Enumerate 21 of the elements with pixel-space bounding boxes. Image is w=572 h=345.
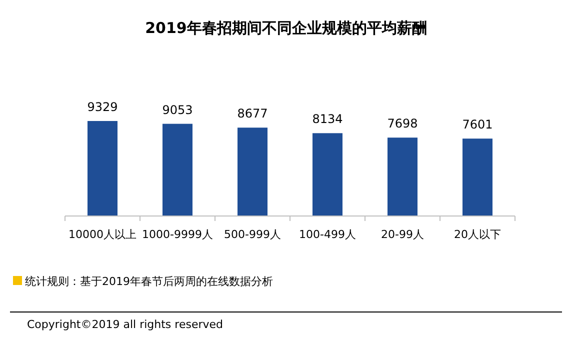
data-label: 8134 <box>312 112 343 126</box>
x-tick-label: 1000-9999人 <box>142 228 213 241</box>
data-label: 7601 <box>462 118 493 132</box>
x-tick-label: 500-999人 <box>224 228 281 241</box>
data-label: 9053 <box>162 102 193 117</box>
bar <box>88 121 118 216</box>
text: Copyright©2019 all rights reserved <box>27 318 223 331</box>
x-tick-label: 20人以下 <box>454 228 501 241</box>
text: 统计规则：基于2019年春节后两周的在线数据分析 <box>25 275 273 288</box>
chart-title: 2019年春招期间不同企业规模的平均薪酬 <box>145 19 427 37</box>
bar <box>162 124 192 216</box>
bar <box>238 128 268 216</box>
x-tick-label: 100-499人 <box>299 228 356 241</box>
data-label: 7698 <box>387 116 418 131</box>
data-label: 8677 <box>237 106 268 121</box>
bar <box>312 133 342 216</box>
x-tick-label: 10000人以上 <box>68 228 136 241</box>
x-tick-label: 20-99人 <box>381 228 424 241</box>
bar <box>462 138 492 216</box>
data-label: 9329 <box>87 100 118 114</box>
bar <box>388 138 418 216</box>
